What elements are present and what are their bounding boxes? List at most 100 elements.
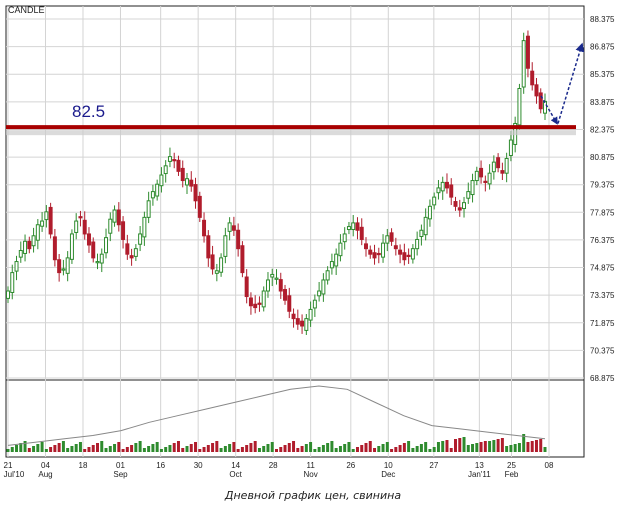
candle bbox=[172, 152, 177, 169]
candle-body bbox=[291, 313, 296, 320]
candle bbox=[483, 175, 488, 192]
volume-bar bbox=[198, 449, 202, 452]
volume-bar bbox=[411, 448, 415, 452]
volume-bar bbox=[138, 441, 142, 452]
candle-body bbox=[432, 196, 437, 206]
candle-body bbox=[91, 241, 96, 259]
x-tick-label: 10 bbox=[384, 461, 393, 470]
volume-bar bbox=[402, 443, 406, 452]
candle bbox=[453, 196, 458, 211]
candle bbox=[389, 228, 394, 246]
candle-body bbox=[415, 238, 420, 250]
volume-bar bbox=[270, 442, 274, 452]
candle bbox=[14, 255, 19, 281]
candle-body bbox=[329, 261, 334, 269]
volume-bar bbox=[147, 446, 151, 452]
candle-body bbox=[214, 270, 219, 274]
candle bbox=[287, 287, 292, 319]
volume-bar bbox=[296, 448, 300, 452]
candle-body bbox=[381, 242, 386, 258]
candle-body bbox=[402, 252, 407, 261]
volume-bar bbox=[338, 446, 342, 452]
candlestick-chart: 88.375 86.875 85.375 83.875 82.375 80.875 79.3… bbox=[4, 5, 615, 479]
volume-bar bbox=[432, 447, 436, 452]
plot-frame bbox=[5, 5, 585, 458]
volume-bar bbox=[211, 443, 215, 452]
candle-body bbox=[355, 222, 360, 231]
candle bbox=[44, 205, 49, 228]
candle-body bbox=[444, 181, 449, 189]
candle bbox=[65, 251, 70, 282]
candle bbox=[474, 166, 479, 186]
candle bbox=[525, 30, 530, 78]
candle-body bbox=[389, 232, 394, 242]
volume-bar bbox=[189, 444, 193, 452]
candle-body bbox=[69, 233, 74, 260]
volume-bar bbox=[262, 446, 266, 452]
candle bbox=[504, 152, 509, 183]
volume-bar bbox=[385, 442, 389, 452]
candle bbox=[176, 155, 181, 176]
candle bbox=[402, 243, 407, 266]
candle bbox=[427, 199, 432, 227]
candle bbox=[449, 178, 454, 206]
volume-bar bbox=[534, 440, 538, 452]
x-month-label: Dec bbox=[381, 470, 395, 479]
x-tick-label: 21 bbox=[4, 461, 13, 470]
y-tick-label: 71.875 bbox=[590, 319, 615, 328]
candle-body bbox=[219, 257, 224, 273]
candle-body bbox=[496, 157, 501, 169]
candle bbox=[342, 227, 347, 250]
volume-bar bbox=[326, 443, 330, 452]
volume-bar bbox=[334, 448, 338, 452]
x-month-label: Jul'10 bbox=[4, 470, 25, 479]
volume-bar bbox=[228, 444, 232, 452]
candle bbox=[138, 226, 143, 252]
volume-bar bbox=[134, 443, 138, 452]
candle-body bbox=[504, 157, 509, 174]
candle bbox=[185, 173, 189, 194]
volume-bar bbox=[428, 449, 432, 452]
candle-body bbox=[359, 226, 364, 240]
x-tick-label: 25 bbox=[507, 461, 516, 470]
candle bbox=[91, 237, 96, 263]
x-tick-label: 13 bbox=[475, 461, 484, 470]
volume-bar bbox=[539, 439, 543, 452]
volume-bar bbox=[505, 446, 509, 452]
candle-body bbox=[240, 245, 245, 274]
candle-body bbox=[278, 279, 283, 292]
candle bbox=[466, 182, 471, 204]
volume-bar bbox=[66, 448, 70, 452]
candle bbox=[295, 309, 300, 330]
candle bbox=[325, 266, 330, 285]
candle-body bbox=[193, 184, 198, 202]
candle bbox=[283, 284, 288, 305]
candle bbox=[248, 292, 253, 315]
volume-bar bbox=[266, 444, 270, 452]
candle bbox=[270, 268, 275, 287]
volume-bar bbox=[343, 444, 347, 452]
candle bbox=[372, 244, 377, 265]
candle bbox=[436, 179, 441, 200]
volume-bar bbox=[15, 445, 19, 452]
candle bbox=[112, 205, 117, 227]
volume-bar bbox=[125, 447, 129, 452]
level-label: 82.5 bbox=[72, 102, 105, 121]
candle-body bbox=[40, 220, 45, 227]
candle-body bbox=[138, 233, 143, 245]
candle-body bbox=[172, 159, 177, 162]
candle bbox=[236, 223, 241, 257]
candle-body bbox=[125, 243, 130, 255]
candle-body bbox=[48, 206, 53, 235]
volume-bar bbox=[483, 441, 487, 452]
candle bbox=[517, 83, 522, 130]
candle bbox=[167, 147, 172, 168]
arrow-down bbox=[540, 95, 558, 125]
volume-bar bbox=[279, 447, 283, 452]
volume-bar bbox=[53, 445, 57, 452]
candle-body bbox=[146, 200, 151, 218]
candle bbox=[440, 176, 445, 200]
candle bbox=[6, 286, 10, 303]
candle-body bbox=[466, 191, 471, 199]
volume-bar bbox=[321, 445, 325, 452]
